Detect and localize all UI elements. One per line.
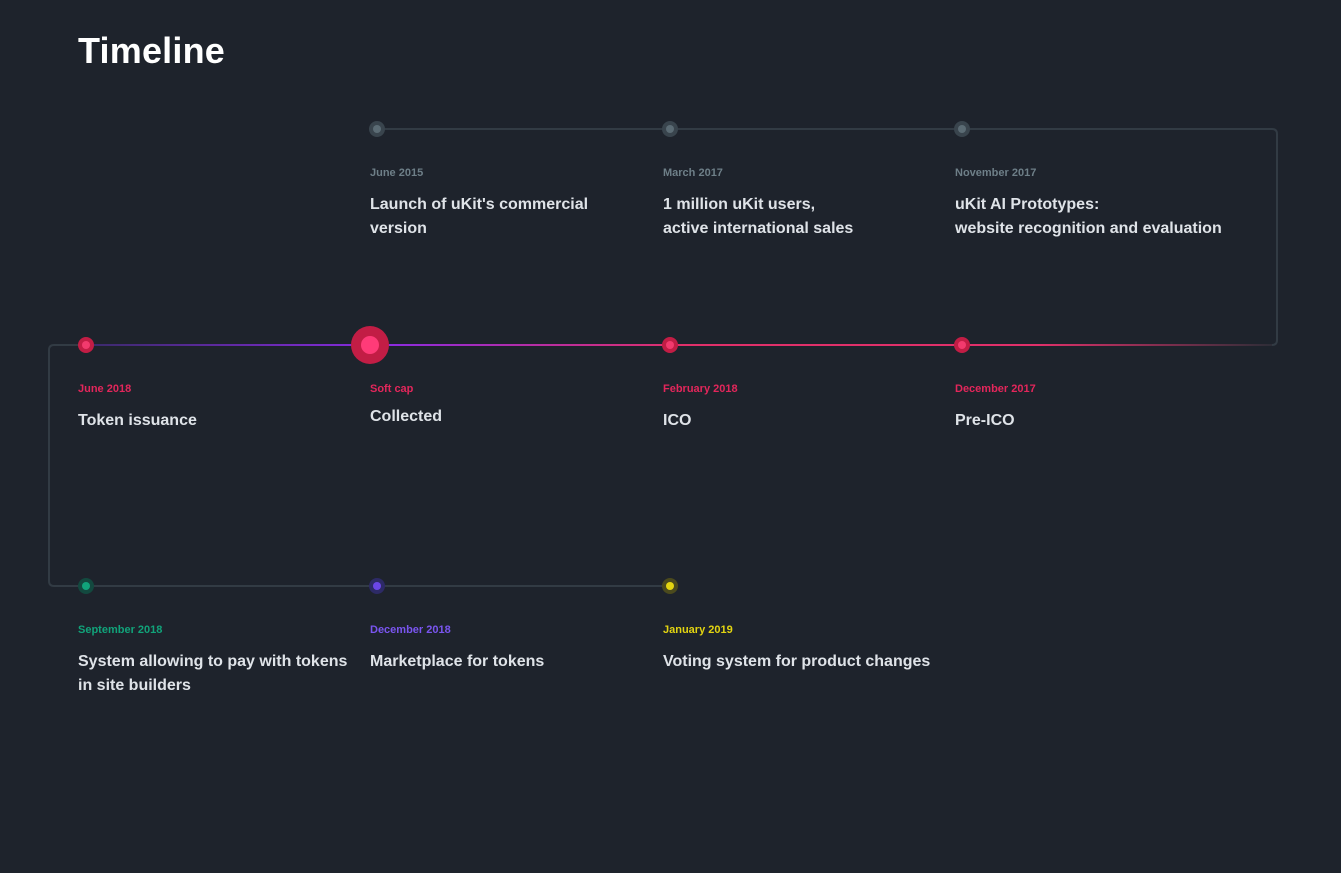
milestone-item: June 2015 Launch of uKit's commercial ve… bbox=[370, 167, 650, 241]
milestone-item: January 2019 Voting system for product c… bbox=[663, 624, 963, 674]
milestone-dot bbox=[662, 337, 678, 353]
milestone-description: 1 million uKit users, active internation… bbox=[663, 196, 854, 237]
milestone-description: System allowing to pay with tokens in si… bbox=[78, 653, 348, 694]
milestone-dot bbox=[369, 578, 385, 594]
milestone-item: Soft cap Collected bbox=[370, 383, 650, 429]
milestone-date: December 2017 bbox=[955, 383, 1036, 395]
milestone-item: December 2017 Pre-ICO bbox=[955, 383, 1235, 433]
milestone-dot bbox=[662, 121, 678, 137]
milestone-date: February 2018 bbox=[663, 383, 738, 395]
milestone-date: Soft cap bbox=[370, 383, 414, 395]
current-milestone-dot bbox=[351, 326, 389, 364]
milestone-description: Marketplace for tokens bbox=[370, 653, 545, 670]
page-title: Timeline bbox=[78, 30, 225, 71]
milestone-item: November 2017 uKit AI Prototypes: websit… bbox=[955, 167, 1255, 241]
milestone-date: November 2017 bbox=[955, 167, 1037, 179]
milestone-description: Launch of uKit's commercial version bbox=[370, 196, 589, 237]
milestone-dot bbox=[954, 121, 970, 137]
milestone-date: December 2018 bbox=[370, 624, 451, 636]
milestone-date: September 2018 bbox=[78, 624, 163, 636]
milestone-dot bbox=[662, 578, 678, 594]
milestone-description: uKit AI Prototypes: website recognition … bbox=[955, 196, 1222, 237]
milestone-item: June 2018 Token issuance bbox=[78, 383, 358, 433]
milestone-date: June 2015 bbox=[370, 167, 424, 179]
milestone-description: Collected bbox=[370, 408, 443, 425]
milestone-item: September 2018 System allowing to pay wi… bbox=[78, 624, 358, 698]
milestone-description: Pre-ICO bbox=[955, 412, 1015, 429]
milestone-item: February 2018 ICO bbox=[663, 383, 943, 433]
milestone-description: Token issuance bbox=[78, 412, 197, 429]
track-top bbox=[377, 128, 1278, 346]
milestone-date: June 2018 bbox=[78, 383, 132, 395]
milestone-description: Voting system for product changes bbox=[663, 653, 931, 670]
milestone-dot bbox=[954, 337, 970, 353]
milestone-item: March 2017 1 million uKit users, active … bbox=[663, 167, 943, 241]
milestone-description: ICO bbox=[663, 412, 692, 429]
milestone-item: December 2018 Marketplace for tokens bbox=[370, 624, 650, 674]
milestone-dot bbox=[369, 121, 385, 137]
milestone-date: January 2019 bbox=[663, 624, 733, 636]
track-bottom bbox=[48, 344, 671, 587]
milestone-dot bbox=[78, 578, 94, 594]
milestone-dot bbox=[78, 337, 94, 353]
milestone-date: March 2017 bbox=[663, 167, 723, 179]
